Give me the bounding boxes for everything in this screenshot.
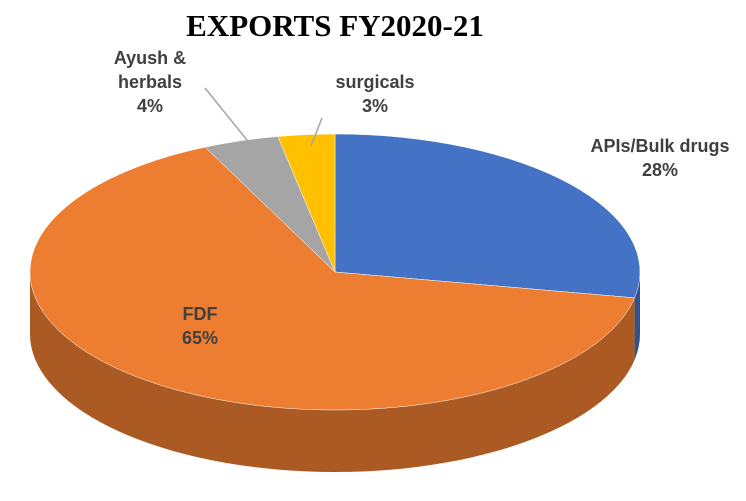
percent-label: 3% bbox=[361, 96, 388, 116]
category-label: APIs/Bulk drugs bbox=[590, 136, 730, 156]
data-label: Ayush & herbals 4% bbox=[95, 46, 205, 118]
data-label: APIs/Bulk drugs 28% bbox=[570, 134, 746, 182]
data-label: surgicals 3% bbox=[315, 70, 435, 118]
leader-line bbox=[204, 87, 256, 151]
data-label: FDF 65% bbox=[140, 302, 260, 350]
percent-label: 4% bbox=[136, 96, 163, 116]
pie-side bbox=[634, 272, 640, 360]
pie-tops bbox=[29, 133, 641, 411]
chart-title: EXPORTS FY2020-21 bbox=[186, 8, 484, 43]
category-label: surgicals bbox=[335, 72, 415, 92]
category-label: FDF bbox=[182, 304, 218, 324]
pie-side bbox=[30, 272, 635, 473]
category-label: Ayush & herbals bbox=[113, 48, 187, 92]
percent-label: 28% bbox=[641, 160, 679, 180]
pie-sides bbox=[30, 272, 640, 473]
pie-slice bbox=[334, 133, 641, 299]
pie-slice bbox=[29, 146, 635, 411]
leader-line bbox=[310, 117, 323, 147]
percent-label: 65% bbox=[181, 328, 219, 348]
pie-slice bbox=[277, 133, 336, 273]
